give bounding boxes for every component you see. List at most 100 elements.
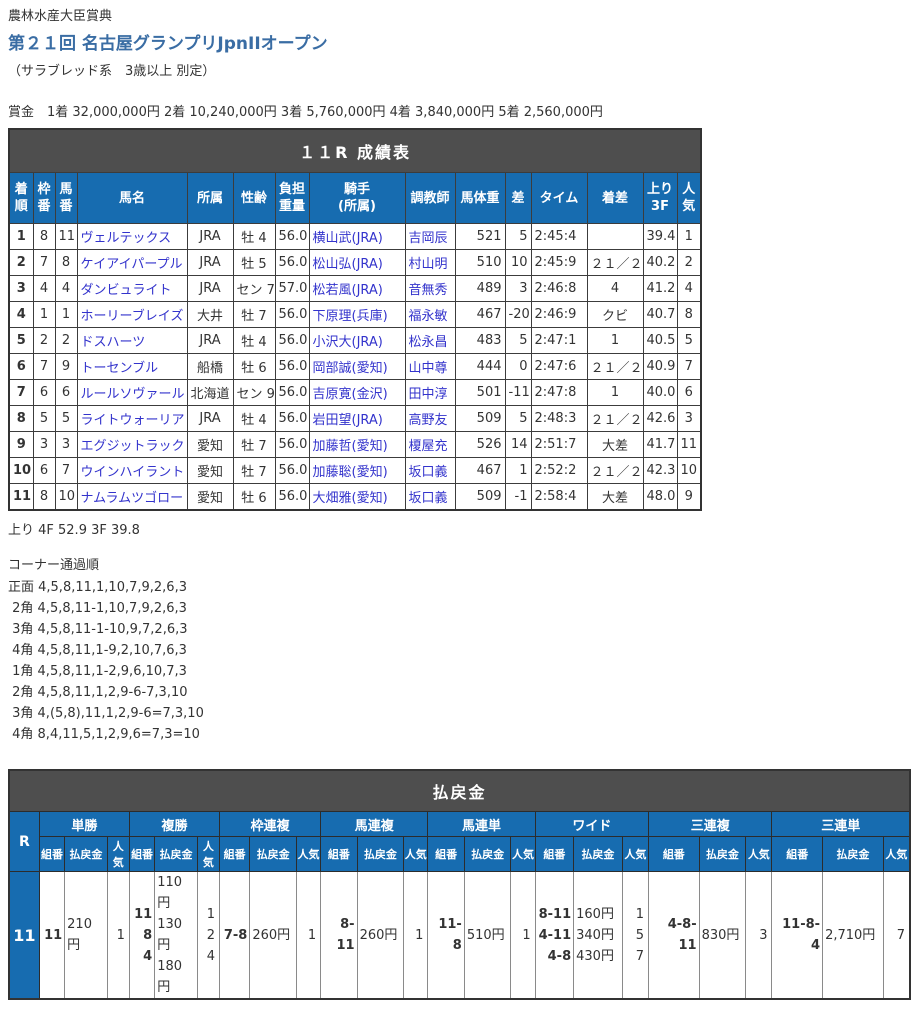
trainer-link[interactable]: 山中尊 [408,361,448,376]
trainer-link[interactable]: 村山明 [408,257,448,272]
col-hweight: 509 [454,483,506,511]
jockey-link[interactable]: 小沢大(JRA) [312,335,383,350]
trainer-link[interactable]: 松永昌 [408,335,448,350]
col-waku: 7 [32,249,56,276]
col-pop: 10 [676,457,702,484]
trainer-link[interactable]: 福永敏 [408,309,448,324]
jockey-link[interactable]: 岡部誠(愛知) [312,361,388,376]
result-row: 9 3 3 エグジットラック 愛知牡 7 56.0 加藤哲(愛知) 榎屋充 526 14 2:51:… [8,431,702,458]
payout-sub-header: 払戻金 [356,836,405,872]
col-aff: 愛知 [186,431,234,458]
col-diff: -1 [504,483,532,511]
result-row: 8 5 5 ライトウォーリア JRA 牡 4 56.0 岩田望(JRA) 高野友 509 5 2:48… [8,405,702,432]
col-margin: ２１／２ [586,353,644,380]
col-diff: 10 [504,249,532,276]
payout-sub-header: 組番 [128,836,156,872]
payout-sub-header: 組番 [427,836,465,872]
name-link[interactable]: ナムラムツゴロー [80,491,184,506]
results-title-row: １１R 成績表 [8,128,702,173]
payout-kumiban: 11 8 4 [128,871,156,1000]
name-link[interactable]: ヴェルテックス [80,231,172,246]
result-row: 1 8 11 ヴェルテックス JRA 牡 4 56.0 横山武(JRA) 吉岡辰 521 5 2:45… [8,223,702,250]
corner-order-list: 正面 4,5,8,11,1,10,7,9,2,6,3 2角 4,5,8,11-1… [8,577,911,745]
col-aff: JRA [186,327,234,354]
payout-value: 3 [759,927,768,943]
col-uma: 11 [54,223,78,250]
jockey-link[interactable]: 加藤哲(愛知) [312,439,388,454]
col-agari: 40.7 [642,301,678,328]
col-trainer: 田中淳 [404,379,456,406]
payout-value: 340円 [576,927,614,943]
corner-line: 2角 4,5,8,11,1,2,9-6-7,3,10 [8,685,188,700]
trainer-link[interactable]: 田中淳 [408,387,448,402]
name-link[interactable]: ホーリーブレイズ [80,309,184,324]
jockey-link[interactable]: 横山武(JRA) [312,231,383,246]
col-pos: 6 [8,353,34,380]
payout-sub-header: 人気 [295,836,322,872]
trainer-link[interactable]: 坂口義 [408,465,448,480]
jockey-link[interactable]: 松若風(JRA) [312,283,383,298]
col-pop: 8 [676,301,702,328]
col-sexage: 牡 4 [232,405,276,432]
payout-kumiban: 8-11 [320,871,358,1000]
page-title: 第２１回 名古屋グランプリJpnIIオープン [8,34,328,54]
col-weight: 56.0 [274,379,310,406]
col-name: ヴェルテックス [76,223,188,250]
jockey-link[interactable]: 松山弘(JRA) [312,257,383,272]
corner-line: 4角 8,4,11,5,1,2,9,6=7,3=10 [8,727,200,742]
payout-popularity: 7 [882,871,911,1000]
jockey-link[interactable]: 大畑雅(愛知) [312,491,388,506]
col-sexage: 牡 7 [232,431,276,458]
name-link[interactable]: ライトウォーリア [80,413,185,428]
name-link[interactable]: ルールソヴァール [80,387,185,402]
name-link[interactable]: エグジットラック [80,439,185,454]
trainer-link[interactable]: 吉岡辰 [408,231,448,246]
column-header: 着 順 [8,172,34,224]
col-diff: 5 [504,405,532,432]
col-weight: 56.0 [274,301,310,328]
jockey-link[interactable]: 加藤聡(愛知) [312,465,388,480]
corner-line: 正面 4,5,8,11,1,10,7,9,2,6,3 [8,580,187,595]
col-pop: 4 [676,275,702,302]
col-agari: 42.6 [642,405,678,432]
col-uma: 5 [54,405,78,432]
name-link[interactable]: ウインハイラント [80,465,185,480]
trainer-link[interactable]: 榎屋充 [408,439,448,454]
col-pos: 4 [8,301,34,328]
col-sexage: 牡 6 [232,353,276,380]
col-uma: 3 [54,431,78,458]
col-sexage: 牡 6 [232,483,276,511]
column-header: 調教師 [404,172,456,224]
name-link[interactable]: トーセンブル [80,361,159,376]
race-conditions: （サラブレッド系 3歳以上 別定） [8,64,216,79]
col-jockey: 大畑雅(愛知) [308,483,406,511]
col-jockey: 小沢大(JRA) [308,327,406,354]
race-number: 11 [8,871,40,1000]
col-jockey: 加藤聡(愛知) [308,457,406,484]
corner-line: 3角 4,(5,8),11,1,2,9-6=7,3,10 [8,706,204,721]
bet-type-header: 単勝 [38,811,130,837]
payout-sub-header: 人気 [403,836,429,872]
column-header: 馬体重 [454,172,506,224]
payout-popularity: 3 [745,871,773,1000]
name-link[interactable]: ケイアイパープル [80,257,183,272]
col-pop: 3 [676,405,702,432]
bet-type-header: 馬連複 [320,811,429,837]
col-name: エグジットラック [76,431,188,458]
trainer-link[interactable]: 坂口義 [408,491,448,506]
jockey-link[interactable]: 下原理(兵庫) [312,309,388,324]
payout-kumiban: 4-8-11 [648,871,700,1000]
col-weight: 56.0 [274,483,310,511]
col-diff: 5 [504,223,532,250]
trainer-link[interactable]: 高野友 [408,413,448,428]
trainer-link[interactable]: 音無秀 [408,283,448,298]
name-link[interactable]: ドスハーツ [80,335,146,350]
jockey-link[interactable]: 岩田望(JRA) [312,413,383,428]
jockey-link[interactable]: 吉原寛(金沢) [312,387,388,402]
col-weight: 56.0 [274,405,310,432]
column-header: 性齢 [232,172,276,224]
col-aff: JRA [186,223,234,250]
col-diff: 0 [504,353,532,380]
payout-sub-header: 人気 [745,836,773,872]
name-link[interactable]: ダンビュライト [80,283,172,298]
